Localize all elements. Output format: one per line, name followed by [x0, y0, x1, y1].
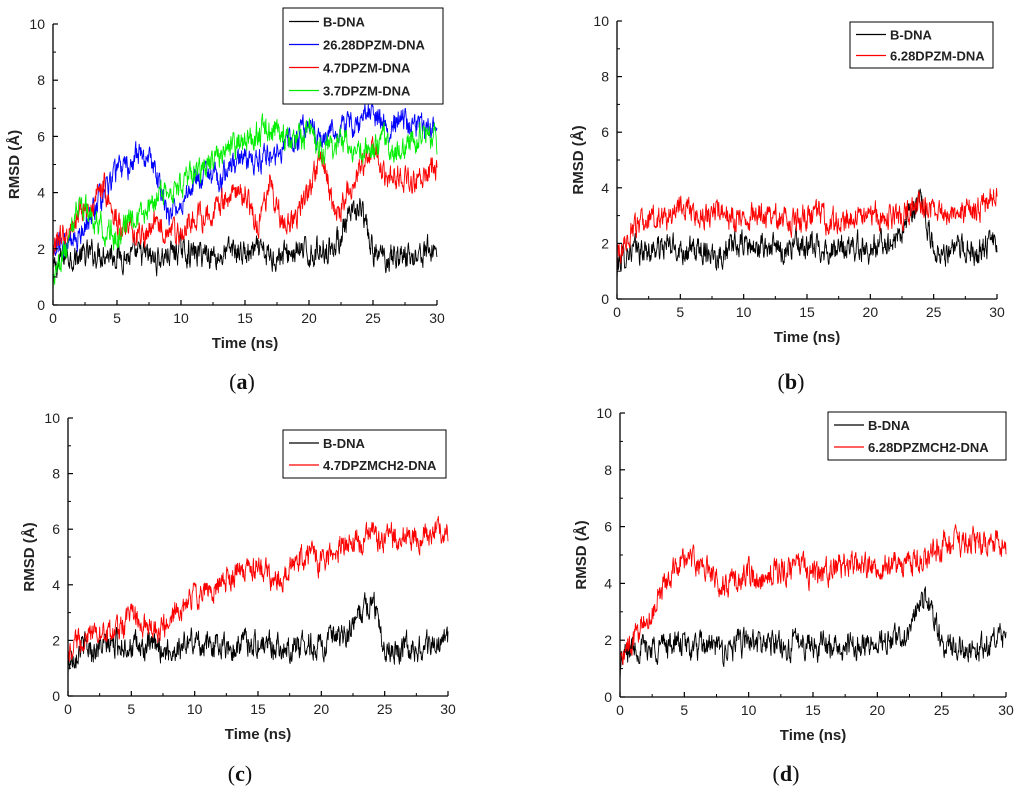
x-tick-label: 15 [250, 701, 266, 717]
y-tick-label: 8 [604, 462, 612, 478]
x-tick-label: 0 [49, 310, 57, 326]
y-tick-label: 2 [52, 632, 60, 648]
y-tick-label: 8 [37, 72, 45, 88]
y-axis-label: RMSD (Å) [570, 125, 587, 194]
y-axis-label: RMSD (Å) [573, 520, 590, 589]
y-tick-label: 2 [604, 632, 612, 648]
x-tick-label: 10 [173, 310, 189, 326]
x-tick-label: 5 [676, 304, 684, 320]
x-tick-label: 30 [998, 702, 1014, 718]
y-tick-label: 10 [29, 16, 45, 32]
series-line-d-1 [619, 524, 1007, 672]
y-tick-label: 0 [601, 291, 609, 307]
chart-panel-a: 0 2 4 6 8 10 0 5 10 15 20 25 30 Time (ns) RMSD (Å) B-DN… [6, 7, 445, 394]
y-tick-label: 4 [604, 575, 612, 591]
x-tick-label: 15 [237, 310, 253, 326]
x-tick-label: 25 [365, 310, 381, 326]
series-line-a-3 [52, 113, 438, 294]
legend-label: 6.28DPZMCH2-DNA [868, 440, 989, 455]
y-tick-label: 6 [37, 128, 45, 144]
x-tick-label: 25 [926, 304, 942, 320]
series-line-b-0 [616, 188, 998, 283]
x-tick-label: 0 [613, 304, 621, 320]
series-line-c-0 [67, 591, 449, 680]
legend-label: B-DNA [890, 28, 932, 43]
legend-d: B-DNA 6.28DPZMCH2-DNA [827, 411, 1007, 461]
x-axis-label: Time (ns) [774, 329, 840, 346]
x-tick-label: 30 [440, 701, 456, 717]
x-tick-label: 25 [934, 702, 950, 718]
legend-label: 26.28DPZM-DNA [323, 38, 425, 53]
chart-panel-d: 0 2 4 6 8 10 0 5 10 15 20 25 30 Time (ns) RMSD (Å) B-DN… [573, 405, 1014, 786]
legend-label: 6.28DPZM-DNA [890, 49, 985, 64]
legend-b: B-DNA 6.28DPZM-DNA [849, 21, 994, 69]
x-tick-label: 30 [429, 310, 445, 326]
x-tick-label: 10 [741, 702, 757, 718]
x-tick-label: 15 [805, 702, 821, 718]
series-line-a-1 [52, 103, 438, 266]
x-tick-label: 15 [799, 304, 815, 320]
y-tick-label: 10 [593, 13, 609, 29]
x-tick-label: 10 [187, 701, 203, 717]
legend-box [282, 7, 444, 105]
panel-caption-d: (d) [773, 761, 800, 786]
legend-label: 4.7DPZMCH2-DNA [323, 458, 437, 473]
x-tick-label: 20 [314, 701, 330, 717]
series-line-b-1 [616, 187, 998, 275]
legend-c: B-DNA 4.7DPZMCH2-DNA [282, 429, 447, 479]
x-tick-label: 0 [616, 702, 624, 718]
y-tick-label: 0 [604, 689, 612, 705]
y-tick-label: 8 [52, 466, 60, 482]
series-line-a-0 [52, 198, 438, 289]
x-tick-label: 25 [377, 701, 393, 717]
legend-label: B-DNA [323, 15, 365, 30]
series-line-d-0 [619, 586, 1007, 681]
legend-box [827, 411, 1007, 461]
legend-label: 4.7DPZM-DNA [323, 61, 411, 76]
legend-label: B-DNA [868, 418, 910, 433]
y-tick-label: 10 [44, 410, 60, 426]
legend-box [849, 21, 994, 69]
legend-box [282, 429, 447, 479]
y-tick-label: 4 [37, 185, 45, 201]
x-axis-label: Time (ns) [212, 335, 278, 352]
panel-caption-a: (a) [229, 369, 255, 394]
chart-panel-b: 0 2 4 6 8 10 0 5 10 15 20 25 30 Time (ns) RMSD (Å) B-DN… [570, 13, 1005, 394]
y-tick-label: 8 [601, 69, 609, 85]
legend-a: B-DNA 26.28DPZM-DNA 4.7DPZM-DNA 3.7DPZM-DNA [282, 7, 444, 105]
x-axis-label: Time (ns) [225, 726, 291, 743]
series-line-c-1 [67, 515, 449, 663]
x-tick-label: 20 [863, 304, 879, 320]
y-axis-label: RMSD (Å) [6, 130, 23, 199]
x-tick-label: 20 [301, 310, 317, 326]
y-tick-label: 2 [601, 235, 609, 251]
y-tick-label: 0 [37, 297, 45, 313]
y-tick-label: 6 [52, 521, 60, 537]
panel-caption-b: (b) [778, 369, 805, 394]
chart-panel-c: 0 2 4 6 8 10 0 5 10 15 20 25 30 Time (ns) RMSD (Å) B-DN… [21, 410, 456, 786]
y-axis-label: RMSD (Å) [21, 522, 38, 591]
x-tick-label: 10 [736, 304, 752, 320]
y-tick-label: 4 [52, 577, 60, 593]
legend-label: B-DNA [323, 436, 365, 451]
x-tick-label: 20 [870, 702, 886, 718]
x-tick-label: 30 [989, 304, 1005, 320]
panel-caption-c: (c) [228, 761, 252, 786]
x-tick-label: 5 [127, 701, 135, 717]
y-tick-label: 2 [37, 241, 45, 257]
legend-label: 3.7DPZM-DNA [323, 84, 411, 99]
x-axis-label: Time (ns) [780, 727, 846, 744]
y-tick-label: 0 [52, 688, 60, 704]
x-tick-label: 0 [64, 701, 72, 717]
x-tick-label: 5 [680, 702, 688, 718]
y-tick-label: 6 [601, 124, 609, 140]
x-tick-label: 5 [113, 310, 121, 326]
y-tick-label: 6 [604, 519, 612, 535]
y-tick-label: 4 [601, 180, 609, 196]
y-tick-label: 10 [596, 405, 612, 421]
